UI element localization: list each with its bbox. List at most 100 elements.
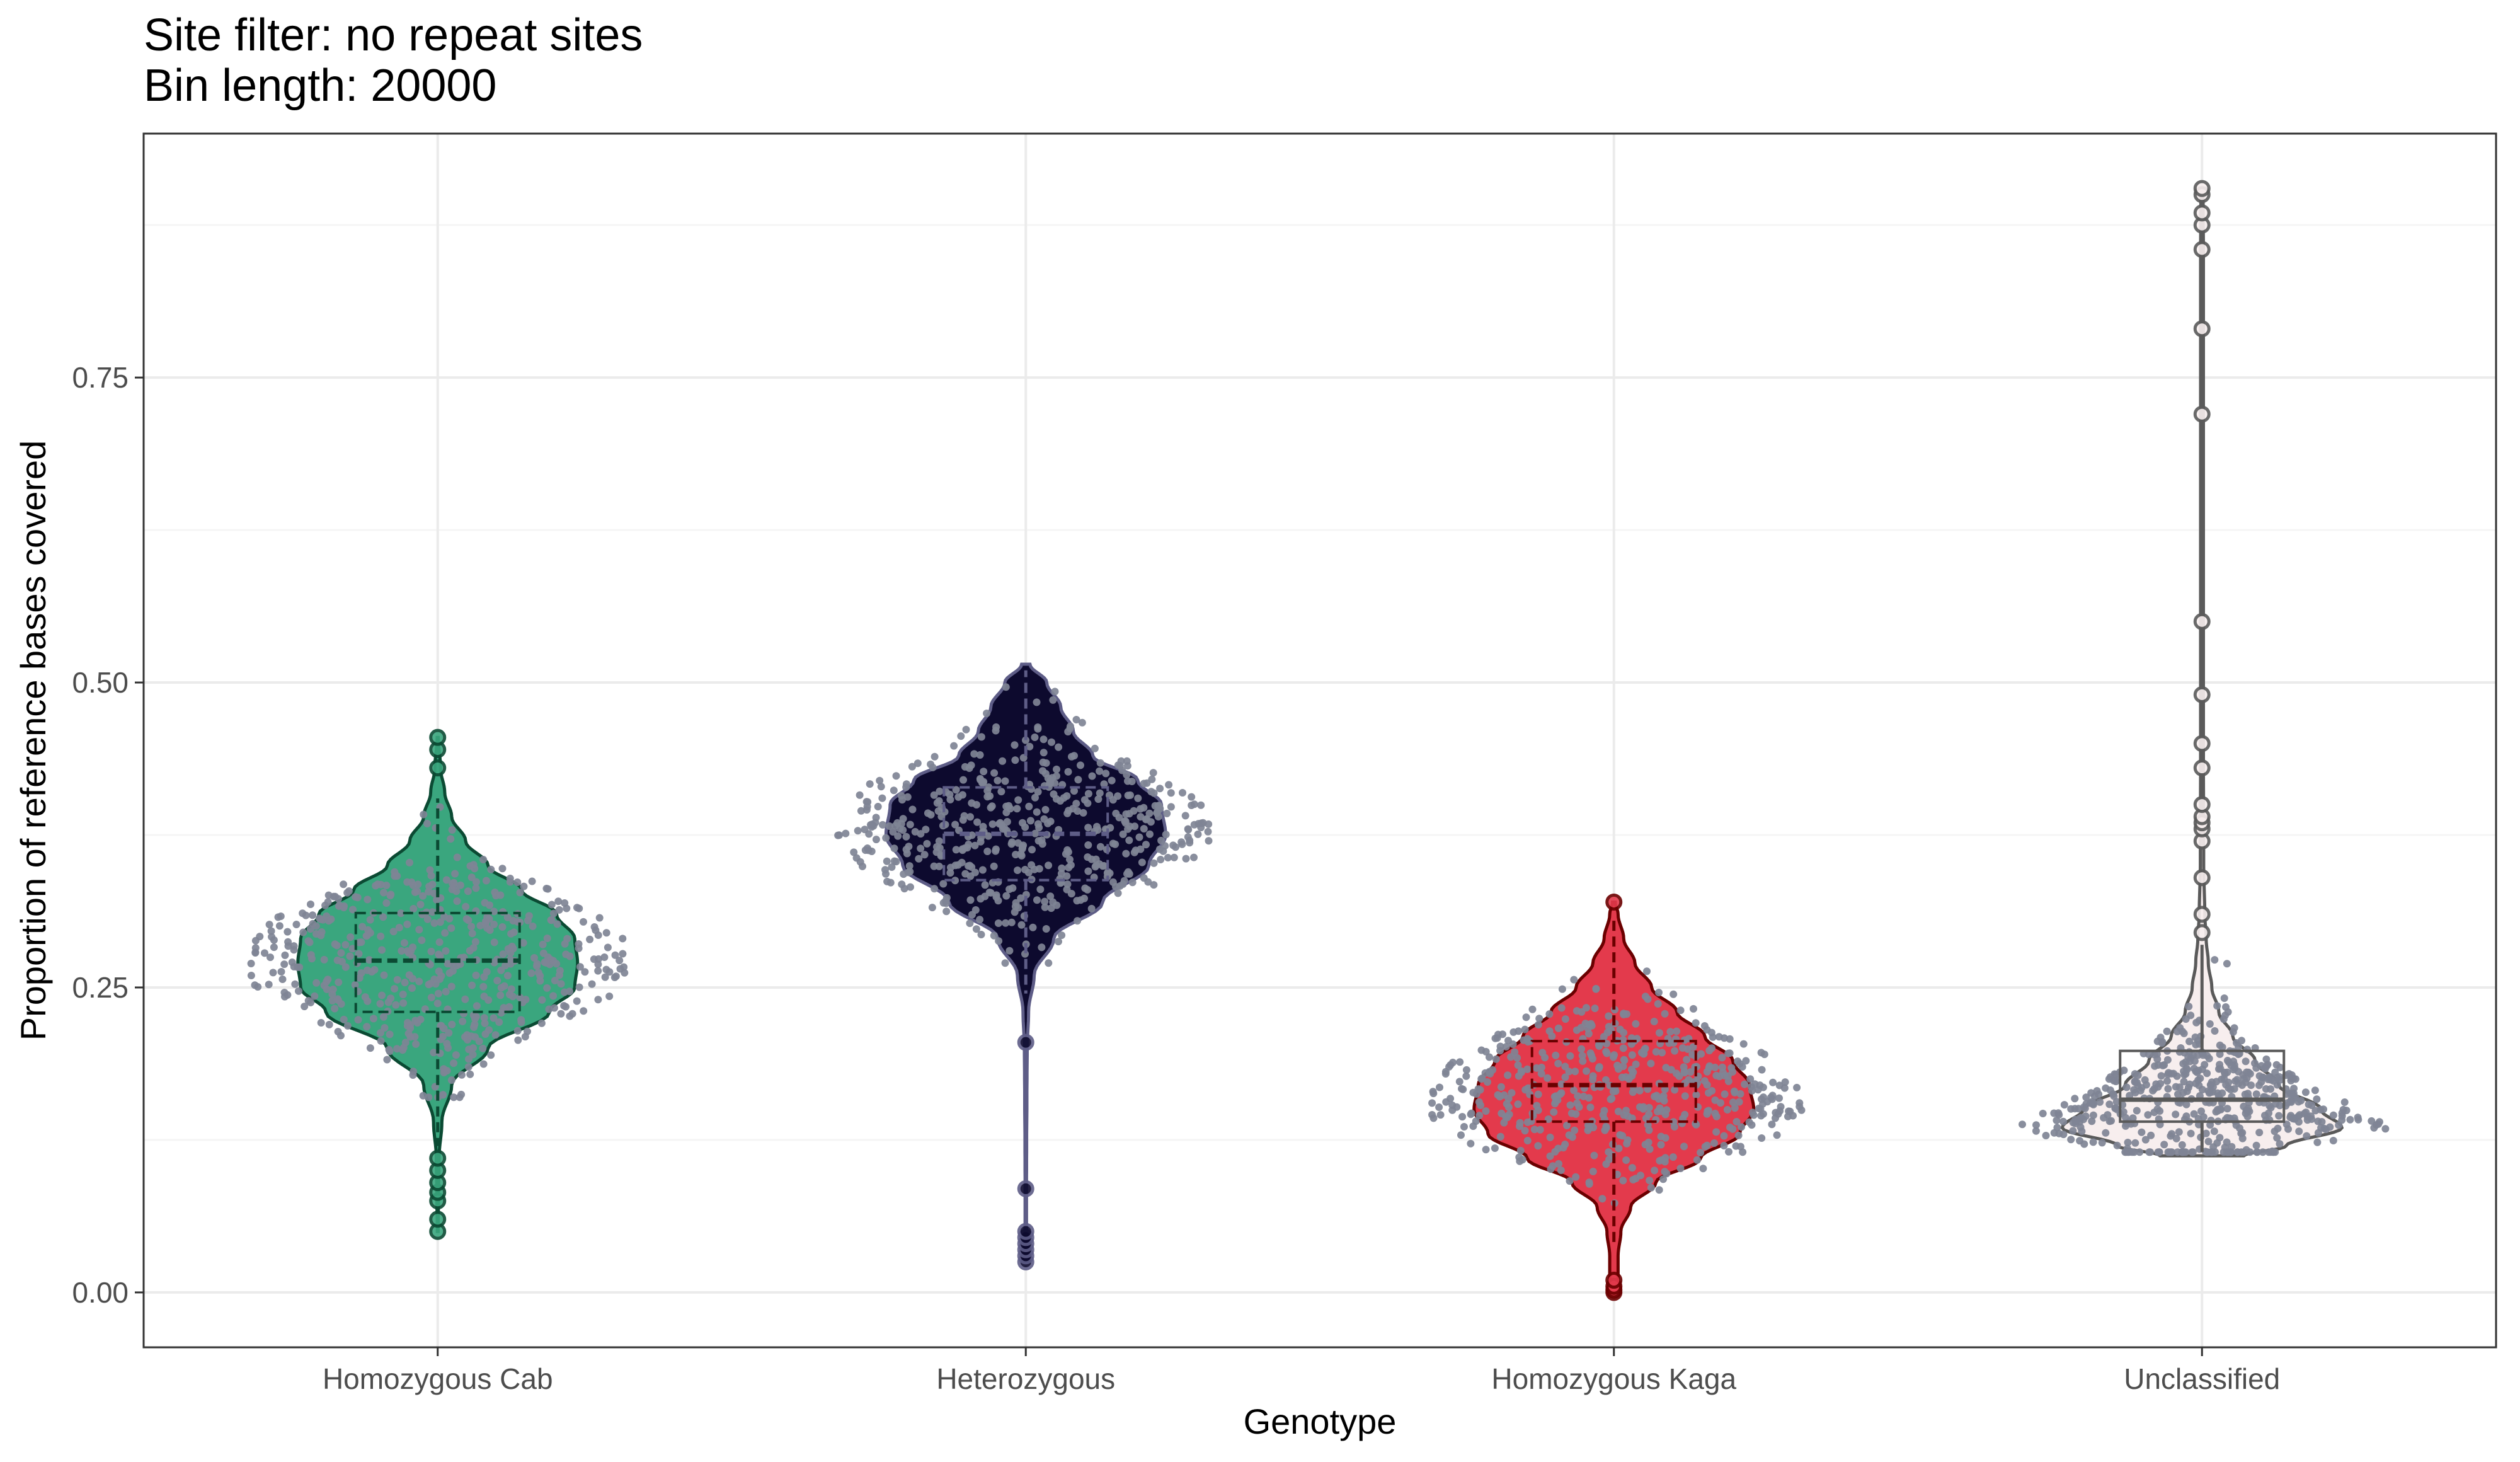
jitter-point	[600, 953, 609, 961]
jitter-point	[2078, 1127, 2086, 1136]
jitter-point	[1756, 1081, 1764, 1090]
jitter-point	[268, 933, 276, 941]
jitter-point	[1058, 864, 1066, 872]
jitter-point	[978, 866, 987, 874]
jitter-point	[479, 982, 488, 991]
jitter-point	[1750, 1111, 1758, 1119]
jitter-point	[1578, 1045, 1586, 1053]
jitter-point	[1572, 1110, 1580, 1118]
jitter-point	[2272, 1061, 2281, 1069]
jitter-point	[343, 1022, 352, 1030]
jitter-point	[1654, 1000, 1662, 1008]
jitter-point	[1731, 1104, 1739, 1112]
jitter-point	[990, 931, 998, 940]
jitter-point	[1140, 780, 1148, 788]
outlier-point	[1605, 893, 1623, 911]
jitter-point	[363, 1023, 371, 1031]
jitter-point	[971, 906, 980, 914]
jitter-point	[566, 1012, 574, 1020]
jitter-point	[274, 913, 282, 921]
jitter-point	[1190, 853, 1198, 861]
jitter-point	[553, 960, 561, 968]
jitter-point	[856, 791, 864, 799]
jitter-point	[507, 985, 515, 993]
jitter-point	[1517, 1067, 1525, 1075]
jitter-point	[1572, 1007, 1581, 1015]
jitter-point	[2121, 1148, 2129, 1156]
jitter-point	[1605, 1148, 1613, 1156]
jitter-point	[479, 1044, 487, 1052]
jitter-point	[2267, 1103, 2275, 1112]
jitter-point	[2122, 1083, 2131, 1091]
jitter-point	[2267, 1076, 2275, 1084]
jitter-point	[1538, 1049, 1547, 1057]
jitter-point	[1620, 1028, 1628, 1037]
jitter-point	[990, 862, 998, 870]
jitter-point	[377, 1037, 385, 1045]
jitter-point	[2133, 1107, 2141, 1115]
jitter-point	[1063, 885, 1071, 894]
jitter-point	[420, 810, 428, 819]
jitter-point	[465, 1055, 472, 1063]
jitter-point	[2247, 1081, 2255, 1090]
jitter-point	[547, 916, 555, 924]
jitter-point	[403, 920, 411, 928]
jitter-point	[1683, 1045, 1692, 1053]
jitter-point	[1036, 885, 1045, 894]
jitter-point	[1561, 1073, 1569, 1081]
jitter-point	[891, 822, 900, 830]
jitter-point	[1647, 1059, 1655, 1068]
jitter-point	[251, 981, 259, 989]
jitter-point	[2185, 1003, 2193, 1011]
jitter-point	[507, 930, 515, 938]
jitter-point	[1172, 843, 1179, 851]
jitter-point	[994, 776, 1002, 785]
jitter-point	[594, 967, 602, 975]
jitter-point	[1581, 1020, 1589, 1028]
jitter-point	[357, 938, 365, 947]
jitter-point	[404, 949, 413, 957]
jitter-point	[1475, 1112, 1484, 1120]
jitter-point	[879, 820, 886, 829]
jitter-point	[456, 881, 464, 889]
jitter-point	[2205, 1054, 2213, 1062]
jitter-point	[605, 993, 614, 1000]
jitter-point	[427, 947, 435, 955]
jitter-point	[354, 1016, 362, 1024]
jitter-point	[1013, 805, 1021, 813]
jitter-point	[619, 935, 627, 943]
jitter-point	[2192, 1018, 2201, 1027]
jitter-point	[1007, 840, 1016, 848]
jitter-point	[1780, 1084, 1789, 1092]
jitter-point	[266, 953, 274, 962]
jitter-point	[1554, 1024, 1562, 1032]
jitter-point	[1523, 1065, 1532, 1073]
jitter-point	[534, 969, 542, 977]
jitter-point	[1629, 1176, 1637, 1183]
jitter-point	[453, 853, 461, 861]
jitter-point	[524, 1027, 531, 1035]
jitter-point	[1615, 1144, 1623, 1153]
jitter-point	[1111, 840, 1120, 848]
jitter-point	[594, 931, 602, 939]
jitter-point	[1566, 1177, 1574, 1185]
jitter-point	[381, 1024, 389, 1032]
jitter-point	[2211, 956, 2219, 964]
jitter-point	[1570, 976, 1578, 984]
jitter-point	[1017, 921, 1026, 929]
jitter-point	[2242, 1107, 2250, 1115]
jitter-point	[311, 992, 319, 1000]
y-tick-label: 0.00	[72, 1276, 129, 1309]
jitter-point	[2276, 1073, 2283, 1081]
jitter-point	[308, 955, 316, 963]
jitter-point	[930, 791, 938, 799]
jitter-point	[380, 889, 387, 897]
jitter-point	[1589, 1168, 1597, 1175]
jitter-point	[416, 901, 425, 909]
jitter-point	[1137, 805, 1145, 813]
jitter-point	[1599, 1111, 1607, 1119]
jitter-point	[1584, 1030, 1593, 1038]
jitter-point	[399, 999, 408, 1007]
grid-major-lines	[144, 134, 2496, 1347]
jitter-point	[946, 869, 954, 877]
